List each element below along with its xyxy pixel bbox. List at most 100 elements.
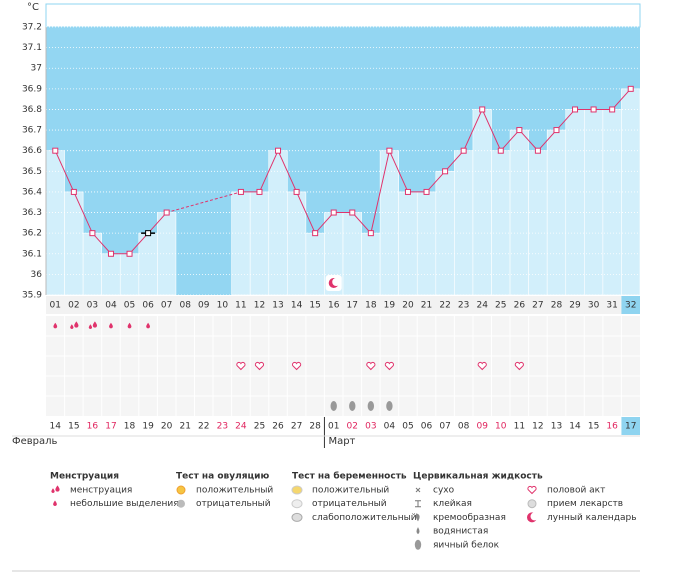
date-label: 18 [124,422,136,432]
date-label: 03 [365,422,376,432]
preg-pos-icon [291,485,303,495]
y-tick-label: 35.9 [22,291,42,301]
date-label: 07 [439,422,450,432]
temp-point [423,188,430,195]
heart-icon [366,361,376,371]
temp-point [367,230,374,237]
temp-point [442,168,449,175]
legend-item: слабоположительный [312,513,417,523]
y-tick-label: 36.7 [22,126,42,136]
legend-item: сухо [433,486,455,496]
date-label: 26 [272,422,284,432]
gap-line [166,191,242,214]
today-cell [621,296,640,314]
top-band [45,3,641,28]
drop-icon [55,485,60,492]
day-label: 20 [402,301,414,311]
day-label: 13 [272,301,283,311]
legend-title: Тест на овуляцию [176,472,269,482]
temp-point [516,127,523,134]
heart-icon [514,361,524,371]
drop-icon [70,324,74,330]
day-label: 02 [68,301,79,311]
day-label: 18 [365,301,377,311]
day-label: 29 [569,301,581,311]
egg-white-icon [367,401,375,411]
legend-item: водянистая [433,527,488,537]
temp-point [386,147,393,154]
legend-item: положительный [196,486,273,496]
temp-bar [305,232,325,296]
temp-point [52,147,59,154]
temp-point [330,209,337,216]
temp-bar [379,150,399,296]
date-label: 27 [291,422,302,432]
temp-bar [416,191,437,296]
y-tick-label: 37.2 [22,23,42,33]
day-label: 25 [495,301,506,311]
temp-bar [249,191,270,296]
temp-bar [454,150,474,296]
day-label: 31 [606,301,617,311]
date-label: 20 [161,422,173,432]
today-date-cell [621,417,640,435]
date-label: 19 [142,422,154,432]
moon-cut [530,512,539,521]
date-label: 12 [532,422,543,432]
temp-point [70,188,77,195]
date-label: 10 [495,422,507,432]
day-label: 08 [179,301,191,311]
temp-bar [82,232,102,296]
temp-bar [472,109,492,296]
heart-icon [384,361,394,371]
drop-icon [88,324,93,330]
temp-point [404,188,411,195]
date-label: 17 [105,422,116,432]
legend-title: Тест на беременность [292,471,407,482]
egg-white-icon [414,539,422,550]
date-label: 11 [514,422,525,432]
temp-bar [491,150,511,296]
heart-icon [477,361,487,371]
legend-item: половой акт [547,486,605,496]
dry-icon [415,487,421,493]
temp-bar [231,191,251,296]
day-label: 21 [421,301,432,311]
day-label: 23 [458,301,469,311]
month-label: Март [328,436,355,447]
moon-cut [332,278,341,286]
date-label: 23 [217,422,228,432]
day-label: 30 [588,301,600,311]
temp-bar [361,232,381,296]
day-label: 12 [254,301,265,311]
y-tick-label: 36.1 [22,249,42,259]
legend-item: яичный белок [433,540,500,550]
day-label: 01 [50,301,61,311]
drop-icon [127,322,132,329]
temp-point [107,250,114,257]
date-label: 02 [347,422,358,432]
day-label: 27 [532,301,543,311]
legend-item: отрицательный [196,499,271,509]
temp-point [256,188,263,195]
y-tick-label: 36.5 [22,167,42,177]
day-label: 26 [514,301,526,311]
day-label: 15 [309,301,320,311]
temp-point [145,230,152,237]
heart-icon [527,485,537,495]
temp-point [89,230,96,237]
day-label: 14 [291,301,303,311]
day-label: 11 [235,301,246,311]
date-label: 21 [179,422,190,432]
day-label: 28 [551,301,563,311]
temp-bar [268,150,288,296]
drop-icon [53,322,58,329]
temp-point [293,188,300,195]
day-label: 10 [217,301,229,311]
heart-icon [236,361,246,371]
pill-icon [527,499,537,509]
day-label: 06 [142,301,154,311]
y-tick-label: 36.4 [22,187,42,197]
y-tick-label: 36.3 [22,208,42,218]
